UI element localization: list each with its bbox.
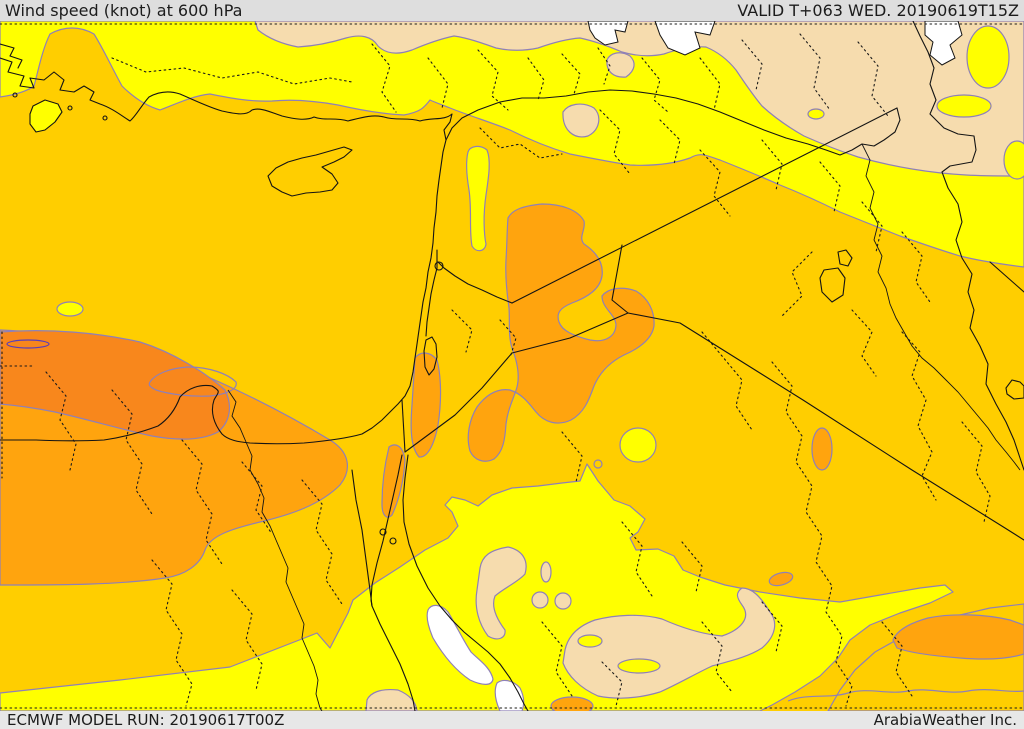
wind-speed-filled-contours: [0, 21, 1024, 711]
weather-map-canvas: [0, 21, 1024, 711]
lake-shapes: [587, 21, 963, 66]
levant-coast: [0, 139, 447, 445]
syria-iraq-border: [511, 107, 898, 304]
iraq-kuwait-border: [989, 261, 1024, 293]
iraq-lake-razzaza: [819, 267, 846, 303]
small-island-3: [102, 115, 108, 121]
turkey-coast: [0, 57, 453, 141]
iraq-saudi-border: [627, 312, 1024, 541]
gulf-tip-shape: [1005, 379, 1024, 400]
aqaba-west-shore: [370, 454, 403, 607]
cyprus-island: [267, 146, 353, 197]
iran-border: [912, 21, 1024, 471]
saudi-red-sea-coast: [402, 454, 529, 711]
jordan-valley: [425, 249, 438, 337]
syria-jordan-border: [437, 261, 513, 304]
iraq-lake-tharthar: [837, 249, 853, 267]
small-island: [12, 92, 18, 98]
header-bar: Wind speed (knot) at 600 hPa VALID T+063…: [0, 0, 1024, 21]
dead-sea: [423, 336, 438, 376]
tigris-river: [861, 143, 1021, 471]
rivers: [227, 143, 1021, 711]
aegean-coast: [0, 43, 23, 69]
tiran-island-2: [389, 537, 397, 545]
lake-urmia: [924, 21, 963, 66]
egypt-israel-border: [401, 399, 406, 453]
egypt-red-sea-coast: [371, 605, 416, 711]
rhodes-island: [29, 99, 63, 133]
wind-speed-map: [0, 21, 1024, 711]
tiran-island: [379, 528, 387, 536]
jordan-iraq-border: [611, 244, 629, 314]
lake-shape-2: [654, 21, 716, 56]
valid-time-label: VALID T+063 WED. 20190619T15Z: [737, 1, 1019, 20]
dotted-admin-lines: [0, 23, 1024, 709]
country-borders: [0, 21, 1024, 711]
attribution-label: ArabiaWeather Inc.: [873, 711, 1017, 729]
model-run-label: ECMWF MODEL RUN: 20190617T00Z: [7, 711, 285, 729]
small-island-2: [67, 105, 73, 111]
turkey-syria-border: [445, 89, 901, 156]
footer-bar: ECMWF MODEL RUN: 20190617T00Z ArabiaWeat…: [0, 711, 1024, 729]
jordan-saudi-border: [404, 312, 629, 453]
sinai-suez-coast: [351, 469, 373, 607]
nile-river: [227, 389, 323, 711]
sea-of-galilee: [434, 261, 444, 271]
lake-van: [587, 21, 629, 46]
map-title: Wind speed (knot) at 600 hPa: [5, 1, 243, 20]
